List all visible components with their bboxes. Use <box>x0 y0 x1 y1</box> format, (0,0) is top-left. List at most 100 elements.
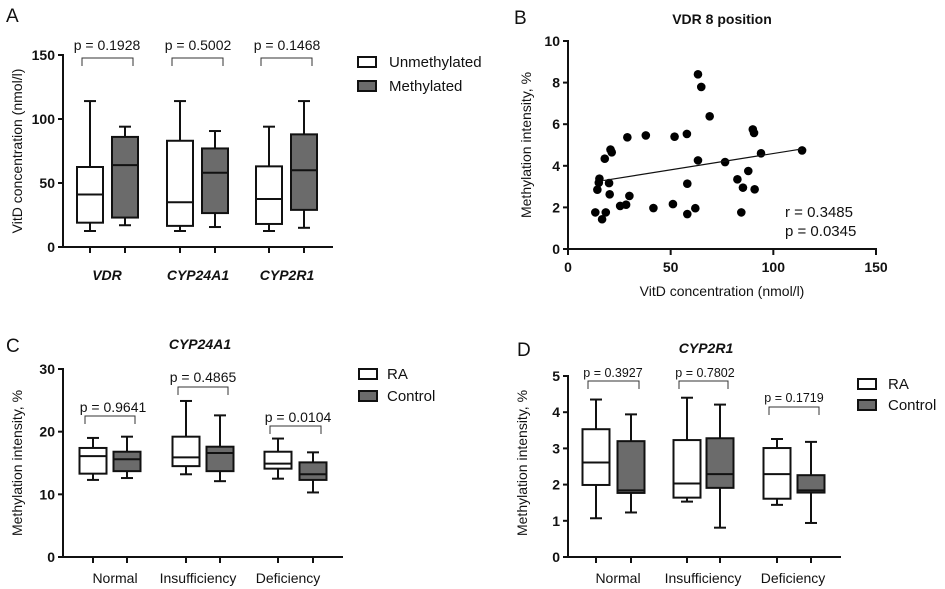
significance-bracket <box>768 406 820 415</box>
panel-a-category-label: VDR <box>92 267 122 283</box>
panel-a-p-value: p = 0.1468 <box>254 37 321 53</box>
box-methylated <box>290 133 318 211</box>
data-point <box>668 199 678 209</box>
panel-c-p-value: p = 0.9641 <box>80 399 147 415</box>
data-point <box>696 82 706 92</box>
legend-label-methylated: Methylated <box>389 78 462 95</box>
panel-d-category-label: Normal <box>595 570 640 586</box>
y-tick-label: 0 <box>47 239 55 255</box>
panel-c-p-value: p = 0.4865 <box>170 369 237 385</box>
x-tick-label: 100 <box>762 259 786 275</box>
box-ra <box>672 439 702 499</box>
legend-label-unmethylated: Unmethylated <box>389 54 482 71</box>
data-point <box>641 131 651 140</box>
panel-d-p-value: p = 0.7802 <box>675 366 734 380</box>
panel-a-p-value: p = 0.5002 <box>165 37 232 53</box>
panel-a-category-label: CYP2R1 <box>260 267 315 283</box>
x-tick-label: 50 <box>663 259 679 275</box>
legend-label-control: Control <box>387 388 435 405</box>
legend-swatch-unmethylated <box>357 56 377 68</box>
box-ra <box>263 450 293 470</box>
panel-b-r-value: r = 0.3485 <box>785 204 853 221</box>
data-point <box>597 214 607 224</box>
panel-letter-b: B <box>514 8 527 29</box>
y-tick-label: 0 <box>552 241 560 257</box>
legend-label-ra: RA <box>888 376 909 393</box>
box-ra <box>78 446 108 475</box>
panel-letter-d: D <box>517 340 531 361</box>
panel-d-title: CYP2R1 <box>679 340 734 356</box>
data-point <box>623 133 632 142</box>
panel-a-boxplot: VitD concentration (nmol/l) VDR CYP24A1 … <box>9 37 482 283</box>
y-tick-label: 10 <box>39 486 55 502</box>
panel-d-category-label: Deficiency <box>761 570 826 586</box>
legend-swatch-ra <box>358 368 378 380</box>
data-point <box>682 129 692 139</box>
significance-bracket <box>269 425 322 434</box>
panel-c-ylabel: Methylation intensity, % <box>9 390 25 536</box>
panel-b-p-value: p = 0.0345 <box>785 223 856 240</box>
box-control <box>616 440 646 494</box>
data-point <box>691 203 700 213</box>
panel-c-category-label: Insufficiency <box>160 570 237 586</box>
y-tick-label: 3 <box>552 440 560 456</box>
box-unmethylated <box>255 165 283 225</box>
legend-label-control: Control <box>888 397 936 414</box>
legend-swatch-control <box>358 390 378 402</box>
panel-c-p-value: p = 0.0104 <box>265 409 332 425</box>
y-tick-label: 150 <box>32 47 56 63</box>
y-tick-label: 2 <box>552 477 560 493</box>
y-tick-label: 5 <box>552 368 560 384</box>
data-point <box>605 189 614 199</box>
data-point <box>733 175 742 184</box>
box-ra <box>171 435 201 468</box>
significance-bracket <box>177 386 229 395</box>
y-tick-label: 50 <box>39 175 55 191</box>
data-point <box>743 166 753 176</box>
data-point <box>682 179 692 188</box>
data-point <box>797 146 807 155</box>
y-tick-label: 6 <box>552 116 560 132</box>
panel-b-scatter: VDR 8 position Methylation intensity, % … <box>518 11 888 299</box>
data-point <box>591 208 600 217</box>
significance-bracket <box>587 380 640 389</box>
panel-letter-a: A <box>6 6 19 27</box>
significance-bracket <box>81 57 134 66</box>
panel-c-boxplot: CYP24A1 Methylation intensity, % Normal … <box>9 336 435 586</box>
panel-d-p-value: p = 0.3927 <box>583 366 642 380</box>
y-tick-label: 0 <box>552 549 560 565</box>
panel-d-ylabel: Methylation intensity, % <box>514 390 530 536</box>
panel-d-category-label: Insufficiency <box>665 570 742 586</box>
data-point <box>705 111 714 121</box>
data-point <box>607 147 617 157</box>
y-tick-label: 2 <box>552 199 560 215</box>
regression-line <box>603 148 803 182</box>
significance-bracket <box>84 415 136 424</box>
y-tick-label: 10 <box>544 33 560 49</box>
y-tick-label: 4 <box>552 158 560 174</box>
data-point <box>682 209 692 219</box>
legend-swatch-methylated <box>357 80 377 92</box>
box-ra <box>581 428 611 486</box>
y-tick-label: 4 <box>552 404 560 420</box>
significance-bracket <box>171 57 224 66</box>
data-point <box>737 208 746 217</box>
data-point <box>670 132 679 141</box>
box-methylated <box>201 147 229 215</box>
box-unmethylated <box>166 139 194 227</box>
box-control <box>796 474 826 494</box>
significance-bracket <box>678 380 729 389</box>
y-tick-label: 0 <box>47 549 55 565</box>
legend-swatch-control <box>857 399 877 411</box>
y-tick-label: 100 <box>32 111 56 127</box>
panel-b-ylabel: Methylation intensity, % <box>518 72 534 218</box>
panel-a-p-value: p = 0.1928 <box>74 37 141 53</box>
y-tick-label: 20 <box>39 424 55 440</box>
data-point <box>593 185 602 195</box>
data-point <box>749 128 759 138</box>
panel-c-category-label: Deficiency <box>256 570 321 586</box>
x-tick-label: 150 <box>864 259 888 275</box>
panel-d-boxplot: CYP2R1 Methylation intensity, % Normal I… <box>514 340 936 586</box>
legend-label-ra: RA <box>387 366 408 383</box>
